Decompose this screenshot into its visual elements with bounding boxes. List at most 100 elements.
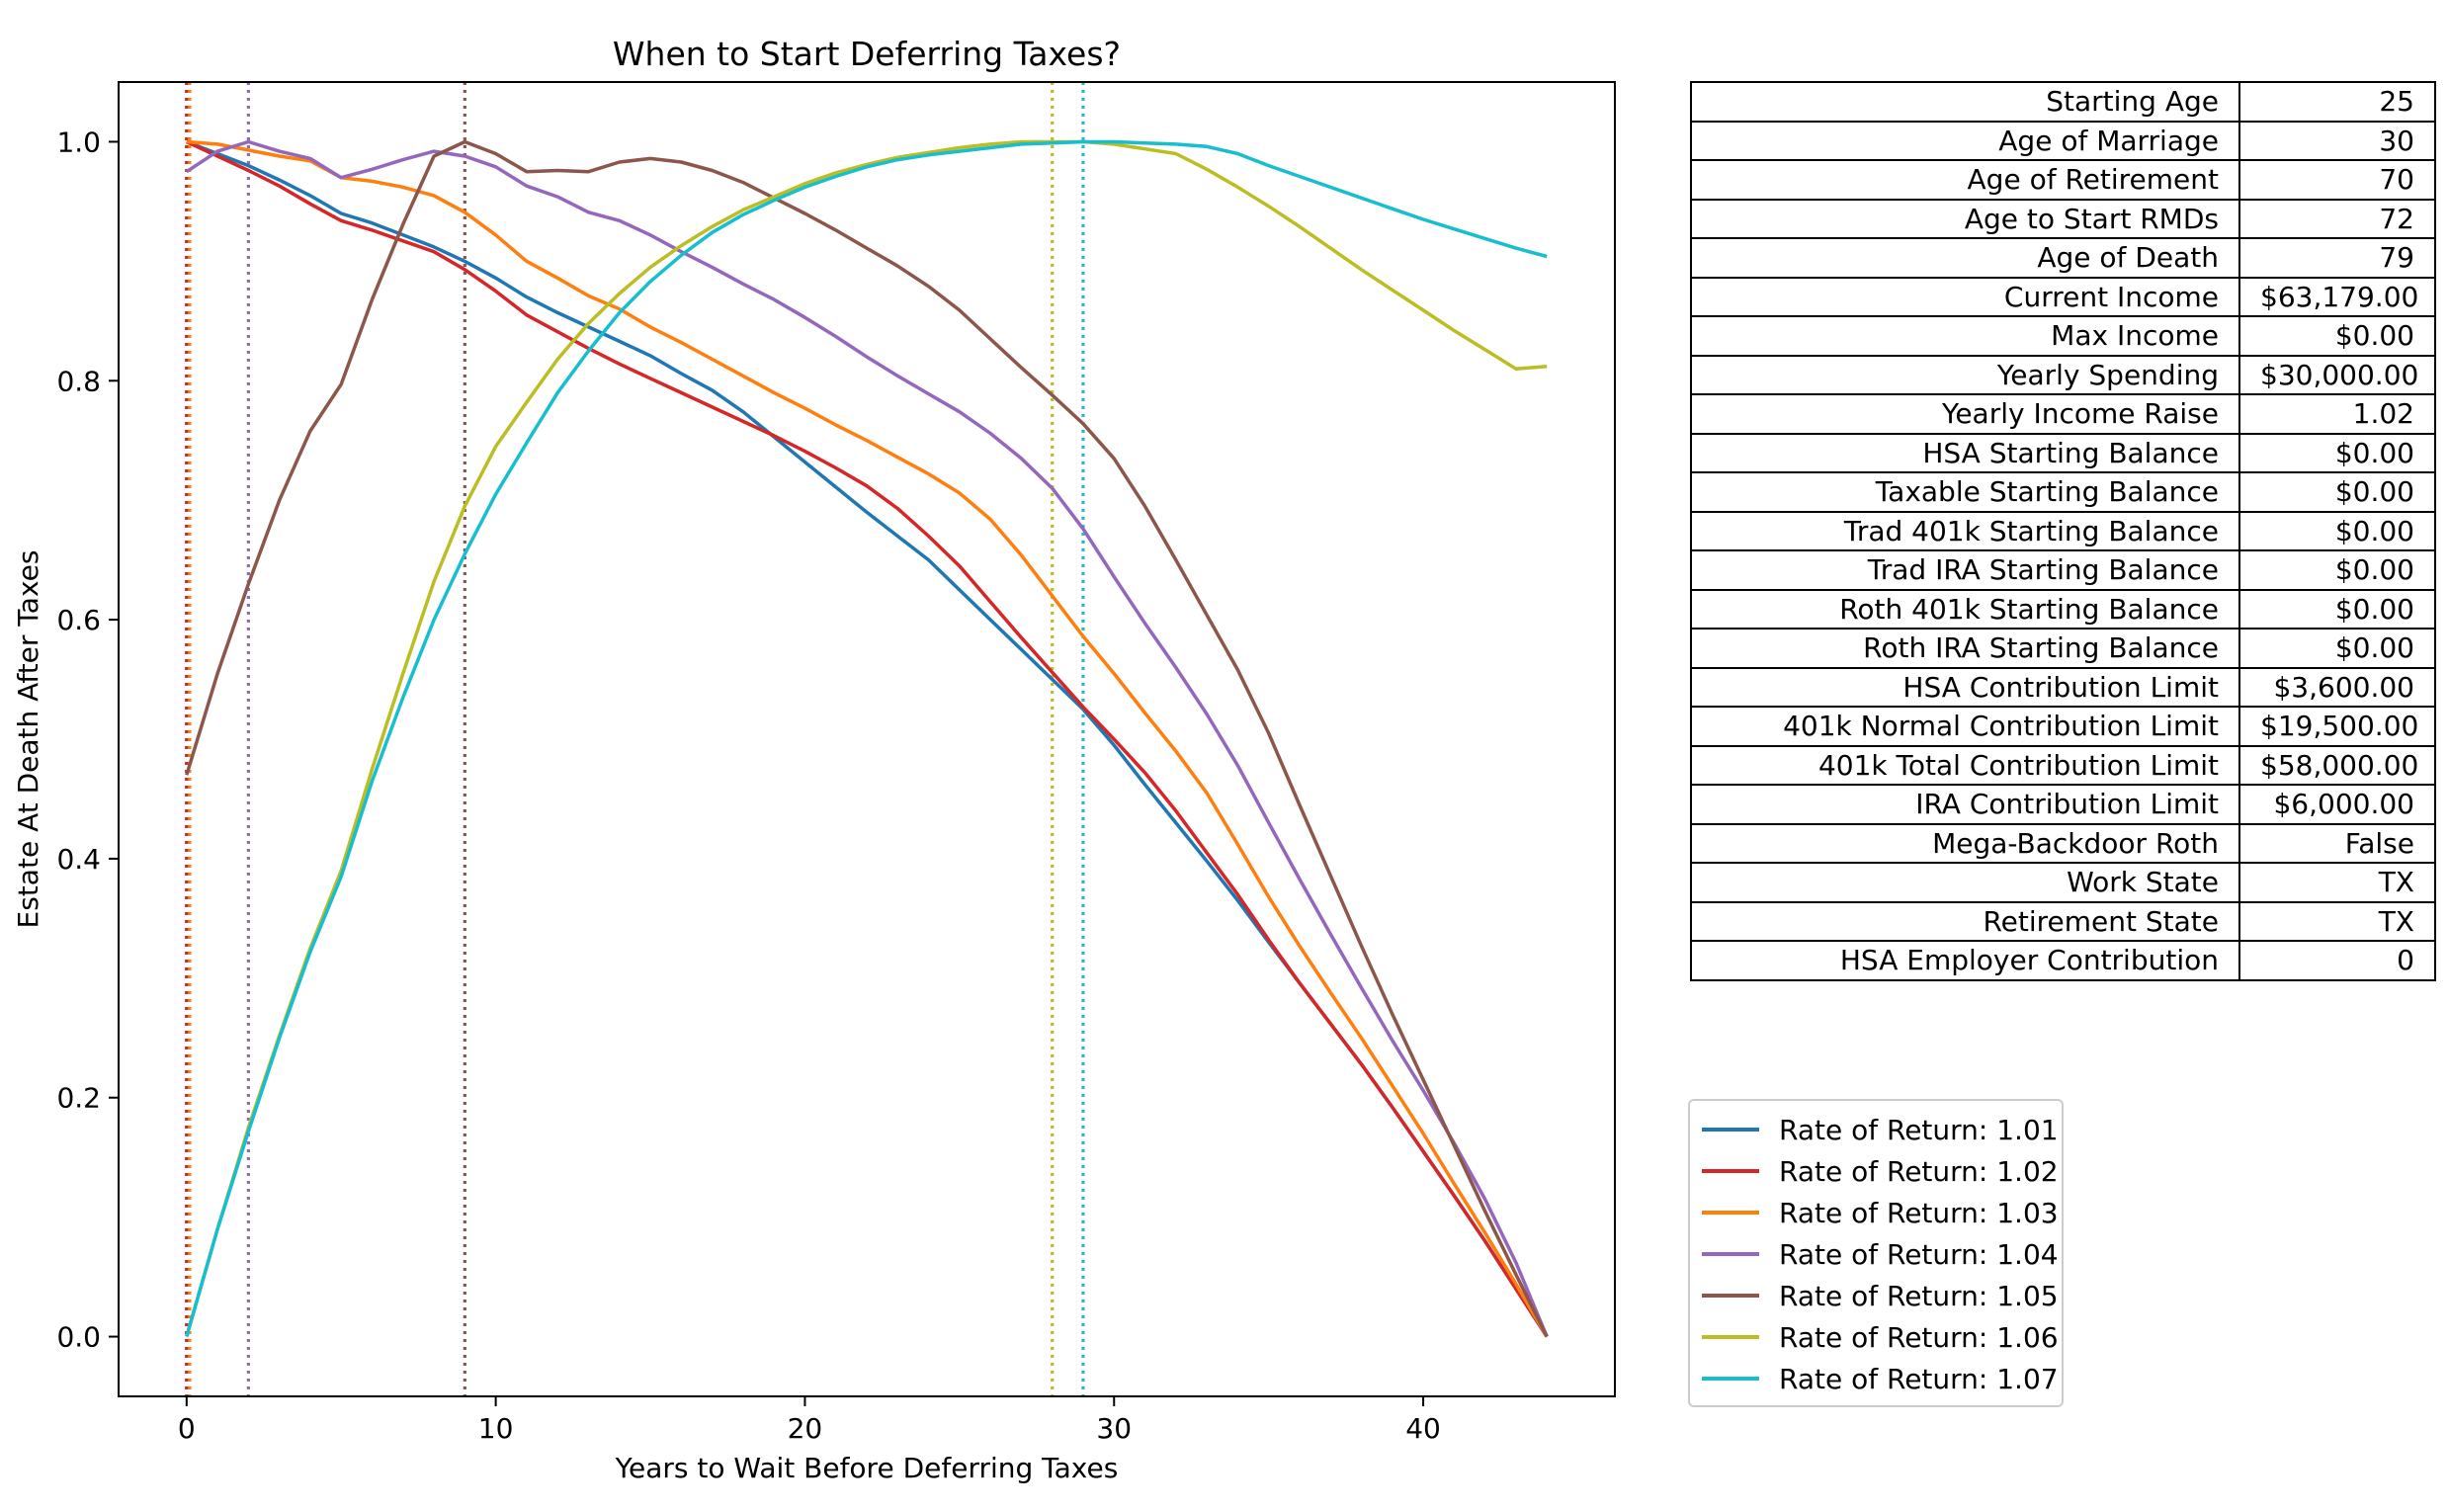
legend-item: Rate of Return: 1.07 [1690,1358,2062,1399]
legend-label: Rate of Return: 1.05 [1779,1279,2059,1312]
parameter-label: Age of Marriage [1690,120,2240,161]
parameter-label: Age of Retirement [1690,159,2240,201]
y-tick-label: 1.0 [56,126,101,158]
x-tick-label: 10 [478,1412,514,1445]
legend-swatch [1702,1377,1759,1381]
series-line [186,139,1549,1338]
table-row: Starting Age 25 [1690,81,2436,123]
series-line [185,139,1548,1337]
parameter-value: $0.00 [2238,628,2436,669]
parameter-label: 401k Total Contribution Limit [1690,744,2240,786]
x-tick-label: 40 [1405,1412,1441,1445]
legend: Rate of Return: 1.01 Rate of Return: 1.02… [1688,1099,2064,1407]
table-row: Yearly Spending $30,000.00 [1690,354,2436,395]
table-row: Mega-Backdoor Roth False [1690,822,2436,864]
parameter-value: $63,179.00 [2238,276,2436,317]
parameter-value: TX [2238,862,2436,903]
table-row: Age of Marriage 30 [1690,120,2436,161]
x-tick-label: 30 [1096,1412,1132,1445]
table-row: Retirement State TX [1690,900,2436,942]
parameter-value: $0.00 [2238,432,2436,473]
legend-label: Rate of Return: 1.02 [1779,1154,2059,1188]
parameter-value: $58,000.00 [2238,744,2436,786]
y-tick-label: 0.6 [56,604,101,636]
parameter-label: Roth 401k Starting Balance [1690,588,2240,630]
parameter-label: Starting Age [1690,81,2240,123]
legend-swatch [1702,1169,1759,1173]
parameter-value: 70 [2238,159,2436,201]
parameter-label: Yearly Spending [1690,354,2240,395]
parameter-value: $0.00 [2238,549,2436,591]
y-tick-label: 0.4 [56,843,101,876]
parameter-value: 72 [2238,198,2436,239]
series-line [186,139,1549,1338]
legend-swatch [1702,1294,1759,1298]
legend-label: Rate of Return: 1.03 [1779,1196,2059,1229]
table-row: Yearly Income Raise 1.02 [1690,393,2436,435]
parameter-value: $19,500.00 [2238,706,2436,747]
parameter-value: 30 [2238,120,2436,161]
parameter-value: 79 [2238,237,2436,279]
parameter-label: Max Income [1690,315,2240,357]
parameter-label: Mega-Backdoor Roth [1690,822,2240,864]
table-row: Age of Retirement 70 [1690,159,2436,201]
table-row: Trad IRA Starting Balance $0.00 [1690,549,2436,591]
parameter-label: HSA Employer Contribution [1690,940,2240,981]
table-row: IRA Contribution Limit $6,000.00 [1690,784,2436,825]
chart-title: When to Start Deferring Taxes? [613,35,1121,73]
parameter-value: $30,000.00 [2238,354,2436,395]
parameter-label: Roth IRA Starting Balance [1690,628,2240,669]
series-line [185,139,1548,1337]
table-row: HSA Employer Contribution 0 [1690,940,2436,981]
parameter-value: 1.02 [2238,393,2436,435]
parameter-value: $3,600.00 [2238,666,2436,708]
parameter-value: TX [2238,900,2436,942]
y-tick-label: 0.0 [56,1321,101,1354]
parameter-label: Taxable Starting Balance [1690,471,2240,513]
parameter-value: $0.00 [2238,471,2436,513]
parameter-value: $0.00 [2238,588,2436,630]
legend-swatch [1702,1335,1759,1339]
parameter-value: $0.00 [2238,315,2436,357]
y-axis-label: Estate At Death After Taxes [12,550,44,929]
parameter-value: 25 [2238,81,2436,123]
y-tick-label: 0.8 [56,365,101,397]
table-row: HSA Starting Balance $0.00 [1690,432,2436,473]
legend-item: Rate of Return: 1.02 [1690,1150,2062,1192]
table-row: 401k Total Contribution Limit $58,000.00 [1690,744,2436,786]
legend-swatch [1702,1252,1759,1256]
parameter-label: Age to Start RMDs [1690,198,2240,239]
parameter-label: Age of Death [1690,237,2240,279]
parameter-value: 0 [2238,940,2436,981]
parameter-value: $6,000.00 [2238,784,2436,825]
parameter-label: Work State [1690,862,2240,903]
optimal-year-markers [185,82,1085,1396]
parameter-label: 401k Normal Contribution Limit [1690,706,2240,747]
legend-item: Rate of Return: 1.05 [1690,1275,2062,1316]
parameter-label: Trad 401k Starting Balance [1690,510,2240,551]
table-row: Trad 401k Starting Balance $0.00 [1690,510,2436,551]
table-row: Work State TX [1690,862,2436,903]
table-row: Age to Start RMDs 72 [1690,198,2436,239]
series-lines [185,139,1549,1338]
parameter-label: Retirement State [1690,900,2240,942]
series-line [185,139,1549,1338]
x-axis: 0 10 20 30 40 [178,1396,1441,1445]
y-axis: 0.0 0.2 0.4 0.6 0.8 1.0 [56,126,119,1354]
parameter-label: HSA Starting Balance [1690,432,2240,473]
x-axis-label: Years to Wait Before Deferring Taxes [615,1452,1119,1484]
legend-label: Rate of Return: 1.04 [1779,1237,2059,1271]
table-row: HSA Contribution Limit $3,600.00 [1690,666,2436,708]
legend-label: Rate of Return: 1.07 [1779,1362,2059,1395]
legend-item: Rate of Return: 1.03 [1690,1192,2062,1233]
table-row: Taxable Starting Balance $0.00 [1690,471,2436,513]
legend-item: Rate of Return: 1.06 [1690,1316,2062,1358]
y-tick-label: 0.2 [56,1082,101,1115]
x-tick-label: 0 [178,1412,196,1445]
parameter-label: HSA Contribution Limit [1690,666,2240,708]
table-row: Current Income $63,179.00 [1690,276,2436,317]
table-row: Age of Death 79 [1690,237,2436,279]
parameter-label: IRA Contribution Limit [1690,784,2240,825]
parameter-label: Trad IRA Starting Balance [1690,549,2240,591]
